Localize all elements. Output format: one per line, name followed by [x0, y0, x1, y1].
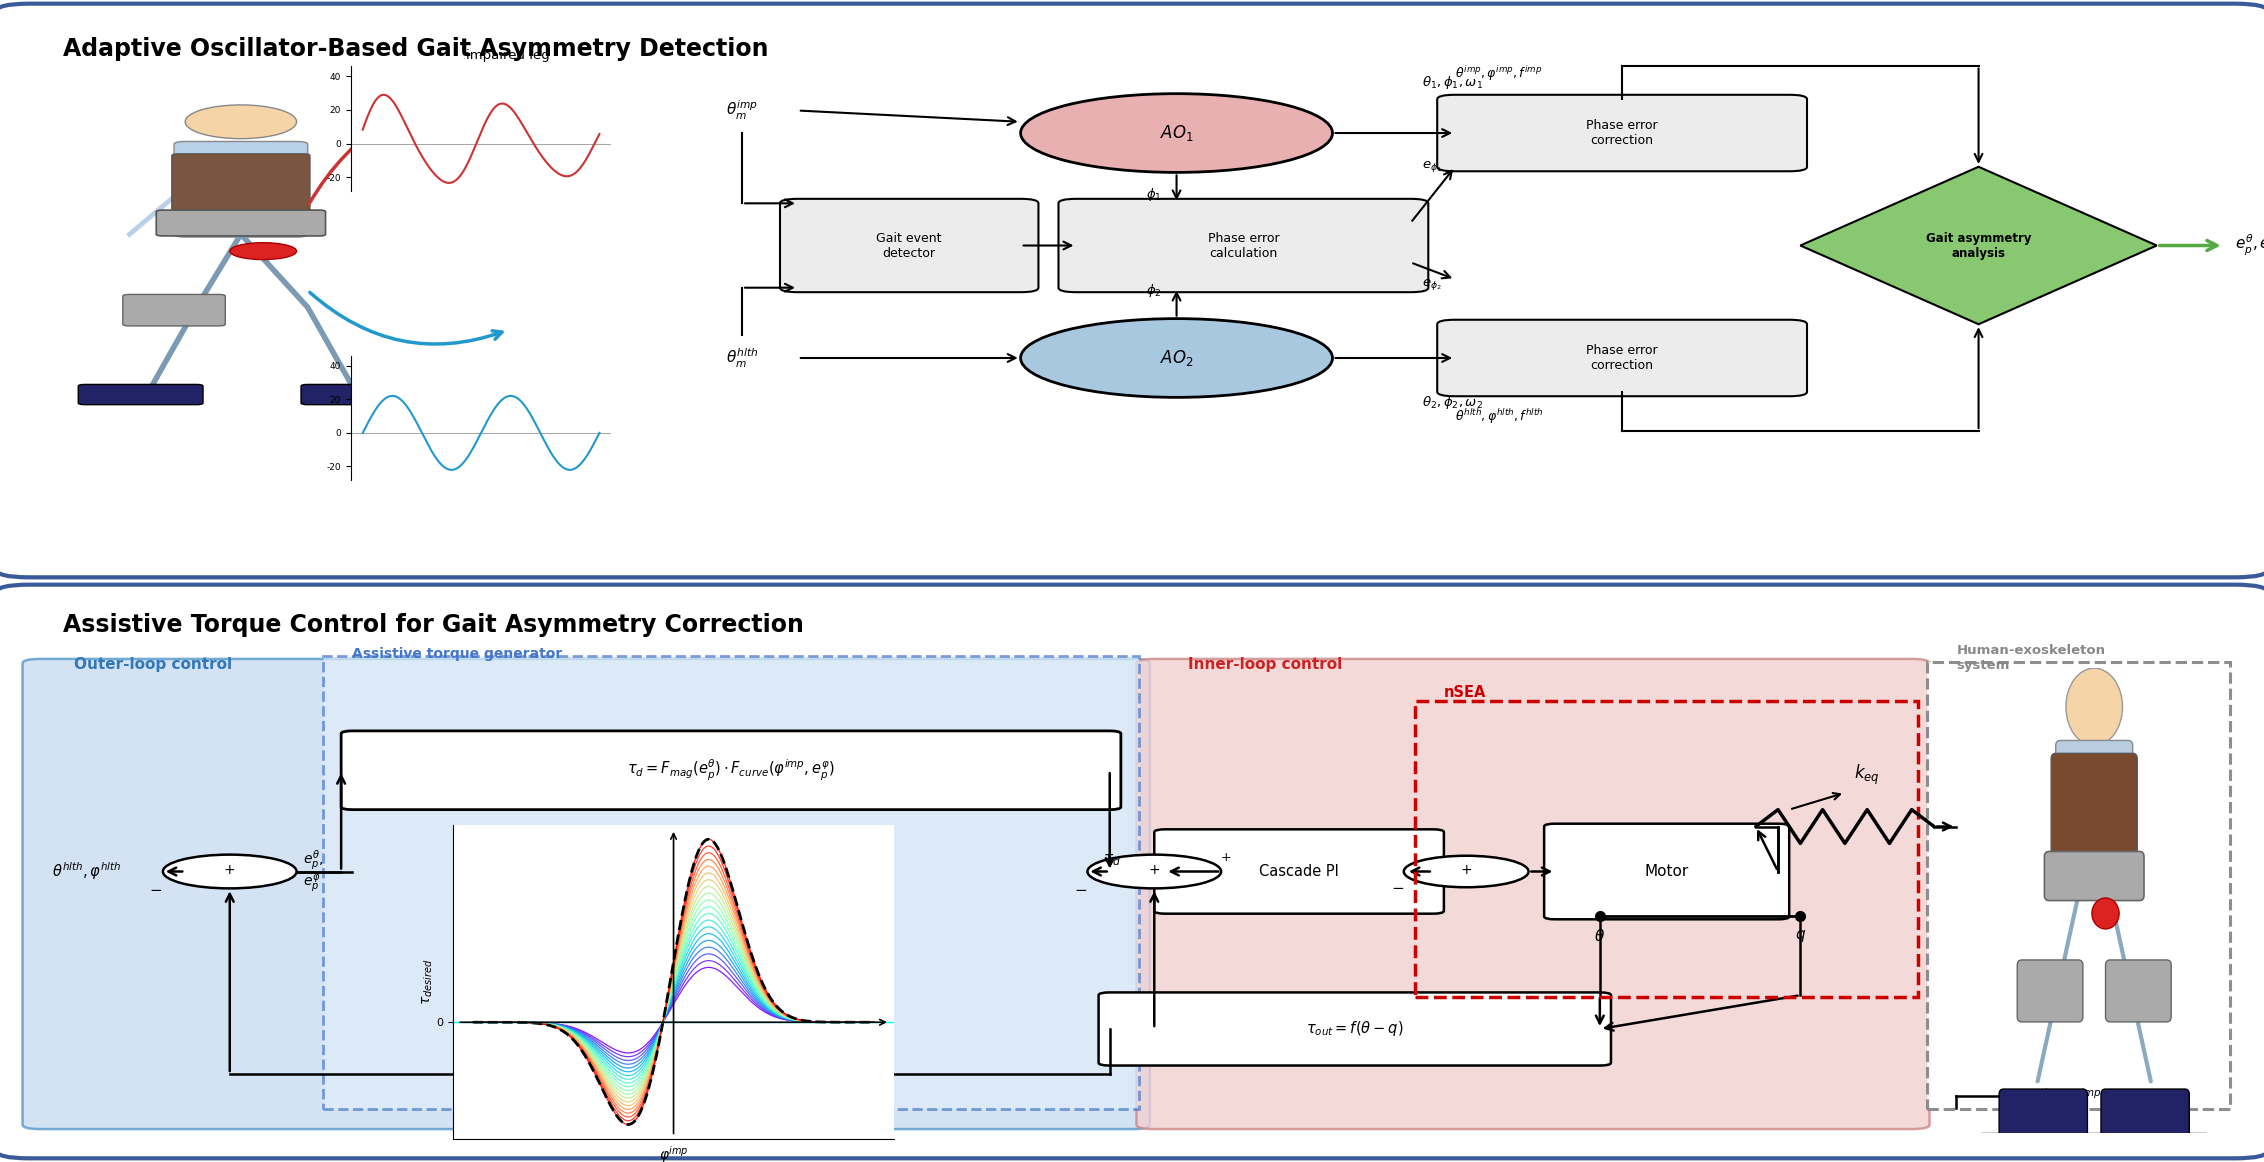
Text: $k_{eq}$: $k_{eq}$: [1854, 763, 1879, 787]
FancyBboxPatch shape: [2017, 960, 2083, 1021]
FancyBboxPatch shape: [324, 657, 1139, 1110]
Text: $\theta^{hlth}, \varphi^{hlth}, f^{hlth}$: $\theta^{hlth}, \varphi^{hlth}, f^{hlth}…: [1456, 408, 1544, 426]
FancyBboxPatch shape: [172, 153, 310, 220]
Polygon shape: [1800, 167, 2158, 324]
FancyBboxPatch shape: [1137, 659, 1929, 1129]
Text: nSEA: nSEA: [1444, 686, 1485, 701]
Circle shape: [1087, 854, 1220, 889]
Text: Phase error
correction: Phase error correction: [1587, 119, 1657, 148]
FancyBboxPatch shape: [79, 385, 204, 404]
Text: +: +: [1220, 851, 1232, 863]
FancyBboxPatch shape: [2051, 753, 2137, 867]
Circle shape: [163, 854, 297, 889]
Text: $e_p^{\varphi}$: $e_p^{\varphi}$: [303, 872, 321, 894]
FancyBboxPatch shape: [156, 210, 326, 236]
Text: $e_p^{\theta}, e_p^{\varphi}$: $e_p^{\theta}, e_p^{\varphi}$: [2235, 232, 2264, 258]
FancyBboxPatch shape: [1438, 95, 1807, 171]
Text: Gait event
detector: Gait event detector: [876, 231, 942, 259]
FancyBboxPatch shape: [122, 294, 226, 325]
FancyBboxPatch shape: [1438, 320, 1807, 396]
Text: $\theta_m^{imp}$: $\theta_m^{imp}$: [727, 99, 758, 122]
Text: $\phi_2$: $\phi_2$: [1146, 282, 1161, 299]
Text: $AO_1$: $AO_1$: [1159, 123, 1193, 143]
Circle shape: [2092, 898, 2119, 928]
Text: $e_{\phi_1}$: $e_{\phi_1}$: [1422, 159, 1442, 174]
Circle shape: [1021, 94, 1333, 172]
FancyBboxPatch shape: [301, 385, 426, 404]
Text: Adaptive Oscillator-Based Gait Asymmetry Detection: Adaptive Oscillator-Based Gait Asymmetry…: [63, 37, 767, 62]
X-axis label: $\varphi^{imp}$: $\varphi^{imp}$: [659, 1145, 688, 1162]
Text: Human-exoskeleton
system: Human-exoskeleton system: [1956, 644, 2106, 672]
Text: $AO_2$: $AO_2$: [1159, 347, 1193, 368]
FancyBboxPatch shape: [781, 199, 1039, 292]
Ellipse shape: [186, 105, 297, 138]
Circle shape: [229, 243, 297, 259]
Text: impaired leg: impaired leg: [466, 49, 550, 62]
FancyBboxPatch shape: [1544, 824, 1789, 919]
FancyBboxPatch shape: [1927, 661, 2230, 1110]
Text: $\theta^{hlth}, \varphi^{hlth}$: $\theta^{hlth}, \varphi^{hlth}$: [52, 861, 120, 882]
FancyBboxPatch shape: [0, 3, 2264, 578]
FancyBboxPatch shape: [1155, 830, 1444, 913]
Text: +: +: [224, 863, 235, 877]
Text: $\theta^{imp}, \varphi^{imp}, f^{imp}$: $\theta^{imp}, \varphi^{imp}, f^{imp}$: [1456, 65, 1542, 84]
Text: Assistive Torque Control for Gait Asymmetry Correction: Assistive Torque Control for Gait Asymme…: [63, 612, 804, 637]
Y-axis label: $\tau_{desired}$: $\tau_{desired}$: [421, 959, 435, 1005]
FancyBboxPatch shape: [342, 731, 1121, 810]
FancyBboxPatch shape: [174, 142, 308, 237]
Text: $q$: $q$: [1795, 927, 1807, 944]
Circle shape: [1021, 318, 1333, 397]
Text: Outer-loop control: Outer-loop control: [75, 657, 231, 672]
FancyBboxPatch shape: [2056, 740, 2133, 880]
Text: Phase error
calculation: Phase error calculation: [1207, 231, 1279, 259]
FancyBboxPatch shape: [0, 584, 2264, 1159]
Text: $\tau_d$: $\tau_d$: [1103, 853, 1121, 868]
Text: +: +: [1148, 863, 1159, 877]
FancyBboxPatch shape: [1098, 992, 1612, 1066]
FancyBboxPatch shape: [1999, 1089, 2087, 1138]
Text: $\tau_d = F_{mag}(e_p^{\theta}) \cdot F_{curve}(\varphi^{imp}, e_p^{\varphi})$: $\tau_d = F_{mag}(e_p^{\theta}) \cdot F_…: [627, 758, 835, 783]
FancyBboxPatch shape: [2044, 852, 2144, 901]
Text: Phase error
correction: Phase error correction: [1587, 344, 1657, 372]
FancyBboxPatch shape: [2106, 960, 2171, 1021]
Text: −: −: [149, 883, 163, 897]
FancyBboxPatch shape: [1981, 1133, 2207, 1146]
Text: Gait asymmetry
analysis: Gait asymmetry analysis: [1927, 231, 2031, 259]
Text: $e_p^{\theta},$: $e_p^{\theta},$: [303, 848, 324, 873]
Text: $\theta$: $\theta$: [1594, 927, 1605, 944]
Text: $\theta_1, \phi_1, \omega_1$: $\theta_1, \phi_1, \omega_1$: [1422, 74, 1483, 91]
Text: Motor: Motor: [1644, 865, 1689, 878]
Text: Inner-loop control: Inner-loop control: [1189, 657, 1343, 672]
Text: $\tau_{out} = f(\theta - q)$: $\tau_{out} = f(\theta - q)$: [1306, 1019, 1404, 1039]
Circle shape: [1404, 855, 1528, 888]
Text: healthy leg: healthy leg: [471, 386, 546, 399]
FancyBboxPatch shape: [2101, 1089, 2189, 1138]
Text: $e_{\phi_2}$: $e_{\phi_2}$: [1422, 278, 1442, 293]
Text: Cascade PI: Cascade PI: [1259, 865, 1338, 878]
Text: $\theta_m^{hlth}$: $\theta_m^{hlth}$: [727, 346, 758, 370]
FancyBboxPatch shape: [23, 659, 1150, 1129]
Text: Assistive torque generator: Assistive torque generator: [353, 647, 561, 661]
Text: −: −: [1075, 883, 1087, 897]
Text: $\theta^{imp}, \varphi^{imp}$: $\theta^{imp}, \varphi^{imp}$: [2033, 1086, 2101, 1107]
Text: +: +: [1460, 863, 1472, 877]
Text: −: −: [1390, 881, 1404, 896]
FancyBboxPatch shape: [1060, 199, 1429, 292]
Text: $\phi_1$: $\phi_1$: [1146, 186, 1161, 203]
Ellipse shape: [2065, 668, 2124, 746]
Text: $\theta_2, \phi_2, \omega_2$: $\theta_2, \phi_2, \omega_2$: [1422, 394, 1483, 411]
